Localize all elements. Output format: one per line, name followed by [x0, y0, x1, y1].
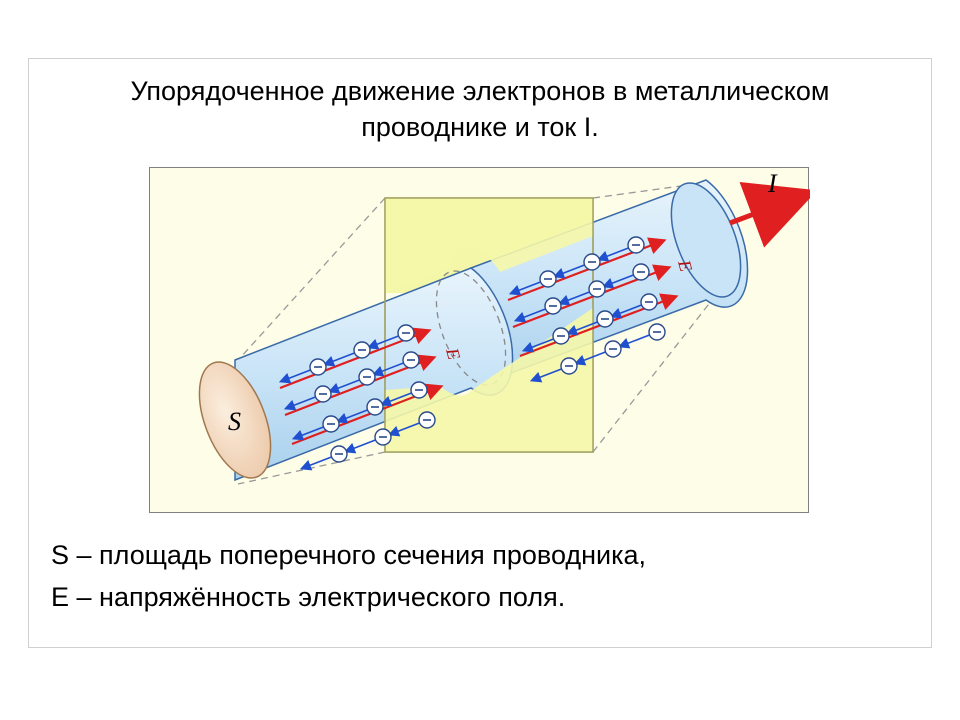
label-s: S — [228, 407, 241, 436]
legend-s: S – площадь поперечного сечения проводни… — [51, 535, 646, 576]
title-line-2: проводнике и ток I. — [361, 112, 598, 142]
legend-e: E – напряжённость электрического поля. — [51, 577, 565, 618]
title-line-1: Упорядоченное движение электронов в мета… — [130, 76, 829, 106]
title: Упорядоченное движение электронов в мета… — [29, 59, 931, 154]
content-card: Упорядоченное движение электронов в мета… — [28, 58, 932, 648]
conductor-diagram: E E — [150, 168, 810, 514]
diagram-frame: E E — [149, 167, 809, 513]
current-arrow — [730, 205, 778, 223]
label-i: I — [767, 169, 778, 198]
